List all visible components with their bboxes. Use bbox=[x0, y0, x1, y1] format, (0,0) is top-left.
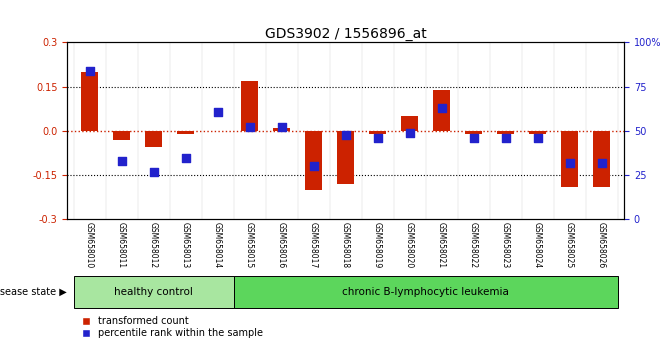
Point bbox=[501, 135, 511, 141]
Bar bbox=[337, 131, 354, 184]
Title: GDS3902 / 1556896_at: GDS3902 / 1556896_at bbox=[264, 28, 427, 41]
Point bbox=[308, 164, 319, 169]
Bar bbox=[272, 128, 291, 131]
Bar bbox=[497, 131, 515, 134]
Bar bbox=[369, 131, 386, 134]
Bar bbox=[145, 131, 162, 147]
Bar bbox=[81, 72, 99, 131]
Bar bbox=[176, 131, 195, 134]
Point bbox=[372, 135, 383, 141]
Bar bbox=[592, 131, 611, 187]
Point bbox=[597, 160, 607, 166]
Bar bbox=[401, 116, 419, 131]
Bar bbox=[433, 90, 450, 131]
Bar bbox=[465, 131, 482, 134]
Point bbox=[116, 158, 127, 164]
Text: healthy control: healthy control bbox=[114, 287, 193, 297]
Bar bbox=[305, 131, 322, 190]
Point bbox=[532, 135, 543, 141]
Bar bbox=[241, 81, 258, 131]
Bar bbox=[561, 131, 578, 187]
Bar bbox=[113, 131, 130, 140]
Point bbox=[564, 160, 575, 166]
Text: disease state ▶: disease state ▶ bbox=[0, 287, 66, 297]
Point bbox=[436, 105, 447, 111]
Point bbox=[212, 109, 223, 114]
Text: chronic B-lymphocytic leukemia: chronic B-lymphocytic leukemia bbox=[342, 287, 509, 297]
Bar bbox=[74, 276, 234, 308]
Point bbox=[468, 135, 479, 141]
Point bbox=[276, 125, 287, 130]
Point bbox=[180, 155, 191, 160]
Point bbox=[404, 130, 415, 136]
Point bbox=[84, 68, 95, 74]
Point bbox=[340, 132, 351, 137]
Point bbox=[148, 169, 159, 175]
Bar bbox=[529, 131, 546, 134]
Legend: transformed count, percentile rank within the sample: transformed count, percentile rank withi… bbox=[72, 312, 267, 342]
Bar bbox=[234, 276, 617, 308]
Point bbox=[244, 125, 255, 130]
